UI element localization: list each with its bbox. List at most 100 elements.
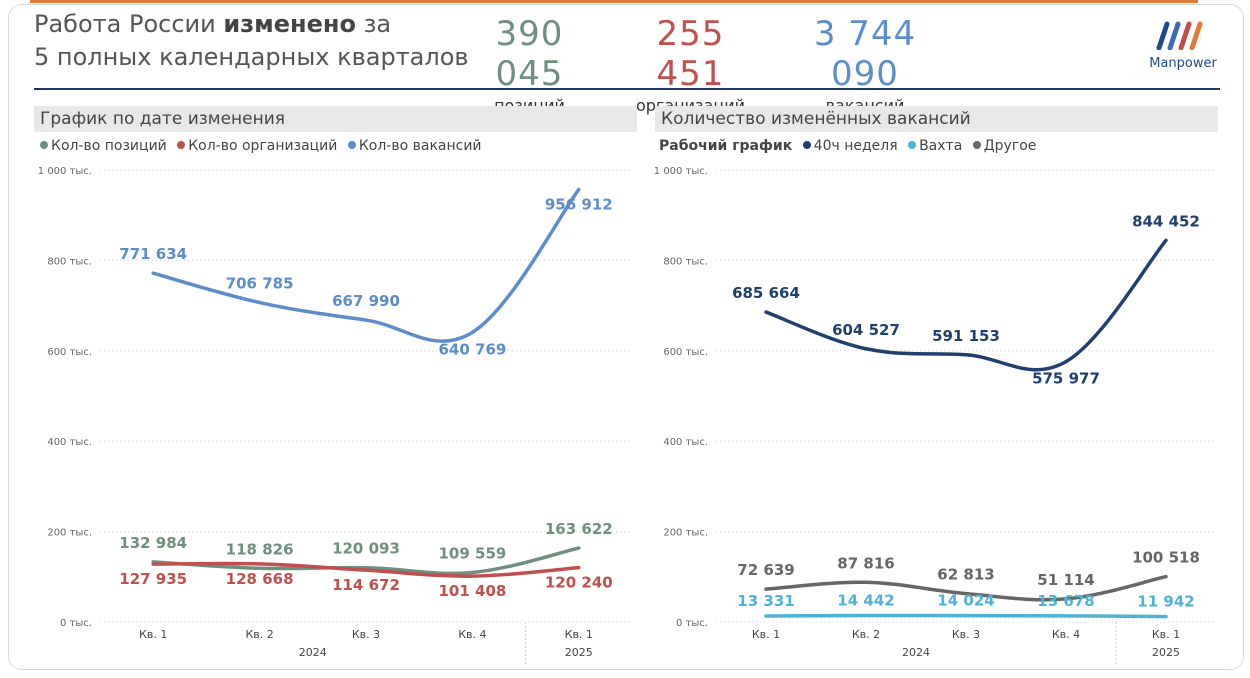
logo-text: Manpower	[1149, 56, 1217, 71]
data-label: 114 672	[332, 576, 400, 594]
x-tick-label: Кв. 3	[952, 628, 980, 641]
y-tick-label: 800 тыс.	[47, 256, 92, 267]
legend-item-40h-week[interactable]: 40ч неделя	[802, 138, 898, 154]
series-line	[764, 613, 1168, 619]
data-label: 640 769	[438, 340, 506, 358]
left-panel-title: График по дате изменения	[34, 106, 637, 132]
legend-label: Кол-во вакансий	[358, 138, 482, 154]
dashboard-frame	[8, 4, 1244, 670]
y-tick-label: 600 тыс.	[663, 347, 708, 358]
series-line	[151, 187, 581, 343]
y-tick-label: 200 тыс.	[663, 528, 708, 539]
data-label: 163 622	[545, 520, 613, 538]
x-tick-label: Кв. 2	[852, 628, 880, 641]
legend-label: Кол-во позиций	[51, 138, 167, 154]
data-label: 706 785	[226, 275, 294, 293]
legend-item-vacancies[interactable]: Кол-во вакансий	[347, 138, 482, 154]
data-label: 120 240	[545, 574, 613, 592]
title-line-2: 5 полных календарных кварталов	[34, 43, 469, 71]
kpi-vacancies: 3 744 090 вакансий	[780, 14, 950, 115]
x-tick-label: Кв. 2	[245, 628, 273, 641]
kpi-organizations: 255 451 организаций	[618, 14, 763, 115]
series-line	[764, 574, 1168, 602]
legend-dot	[347, 141, 356, 149]
data-label: 575 977	[1032, 370, 1100, 388]
kpi-organizations-value: 255 451	[656, 14, 725, 94]
year-label: 2024	[902, 646, 930, 659]
data-label: 100 518	[1132, 549, 1200, 567]
y-tick-label: 1 000 тыс.	[38, 166, 92, 177]
data-label: 14 024	[937, 592, 994, 610]
series-line	[764, 238, 1168, 372]
y-tick-label: 0 тыс.	[676, 618, 708, 629]
header-divider	[34, 88, 1220, 90]
legend-label: 40ч неделя	[813, 138, 898, 154]
data-label: 844 452	[1132, 212, 1200, 230]
legend-item-vakhta[interactable]: Вахта	[908, 138, 962, 154]
legend-label: Кол-во организаций	[188, 138, 338, 154]
data-label: 685 664	[732, 284, 800, 302]
x-tick-label: Кв. 1	[565, 628, 593, 641]
data-label: 109 559	[438, 544, 506, 562]
legend-item-positions[interactable]: Кол-во позиций	[40, 138, 167, 154]
data-label: 132 984	[119, 534, 187, 552]
data-label: 72 639	[737, 561, 794, 579]
right-legend: Рабочий график 40ч неделя Вахта Другое	[659, 138, 1042, 154]
legend-item-other[interactable]: Другое	[972, 138, 1037, 154]
data-label: 127 935	[119, 570, 187, 588]
kpi-positions: 390 045 позиций	[462, 14, 597, 115]
data-label: 51 114	[1037, 571, 1094, 589]
data-label: 13 678	[1037, 592, 1094, 610]
top-accent-line	[30, 0, 1198, 3]
manpower-logo-icon	[1156, 21, 1203, 51]
left-legend: Кол-во позиций Кол-во организаций Кол-во…	[40, 138, 488, 154]
x-tick-label: Кв. 4	[458, 628, 486, 641]
x-tick-label: Кв. 1	[139, 628, 167, 641]
left-line-chart: 0 тыс. 200 тыс. 400 тыс. 600 тыс. 800 тыс. 1 …	[38, 166, 632, 666]
legend-dot	[908, 141, 917, 149]
x-tick-label: Кв. 1	[752, 628, 780, 641]
kpi-vacancies-value: 3 744 090	[813, 14, 917, 94]
data-label: 11 942	[1137, 593, 1194, 611]
x-tick-label: Кв. 1	[1152, 628, 1180, 641]
data-label: 101 408	[438, 582, 506, 600]
page-title: Работа России изменено за 5 полных кален…	[34, 8, 469, 74]
data-label: 13 331	[737, 592, 794, 610]
y-tick-label: 200 тыс.	[47, 528, 92, 539]
legend-label: Вахта	[919, 138, 963, 154]
kpi-positions-value: 390 045	[495, 14, 564, 94]
x-tick-label: Кв. 4	[1052, 628, 1080, 641]
y-tick-label: 800 тыс.	[663, 256, 708, 267]
year-label: 2025	[565, 646, 593, 659]
data-label: 667 990	[332, 292, 400, 310]
data-label: 62 813	[937, 566, 994, 584]
series-line	[151, 561, 581, 578]
legend-dot	[177, 141, 186, 149]
y-tick-label: 0 тыс.	[60, 618, 92, 629]
y-tick-label: 400 тыс.	[663, 437, 708, 448]
y-tick-label: 400 тыс.	[47, 437, 92, 448]
title-bold: изменено	[223, 10, 356, 38]
data-label: 771 634	[119, 245, 187, 263]
data-label: 118 826	[226, 540, 294, 558]
year-label: 2024	[299, 646, 327, 659]
right-panel-title: Количество изменённых вакансий	[655, 106, 1218, 132]
y-tick-label: 1 000 тыс.	[654, 166, 708, 177]
data-label: 604 527	[832, 321, 900, 339]
title-prefix: Работа России	[34, 10, 224, 38]
data-label: 128 668	[226, 570, 294, 588]
legend-dot	[972, 141, 981, 149]
legend-dot	[40, 141, 48, 149]
series-line	[151, 546, 581, 576]
x-tick-label: Кв. 3	[352, 628, 380, 641]
y-tick-label: 600 тыс.	[47, 347, 92, 358]
data-label: 956 912	[545, 195, 613, 213]
legend-label: Другое	[983, 138, 1037, 154]
data-label: 591 153	[932, 327, 1000, 345]
year-label: 2025	[1152, 646, 1180, 659]
legend-item-organizations[interactable]: Кол-во организаций	[177, 138, 337, 154]
title-suffix: за	[355, 10, 392, 38]
data-label: 120 093	[332, 540, 400, 558]
legend-dot	[802, 141, 811, 149]
manpower-logo: Manpower	[1148, 18, 1218, 71]
